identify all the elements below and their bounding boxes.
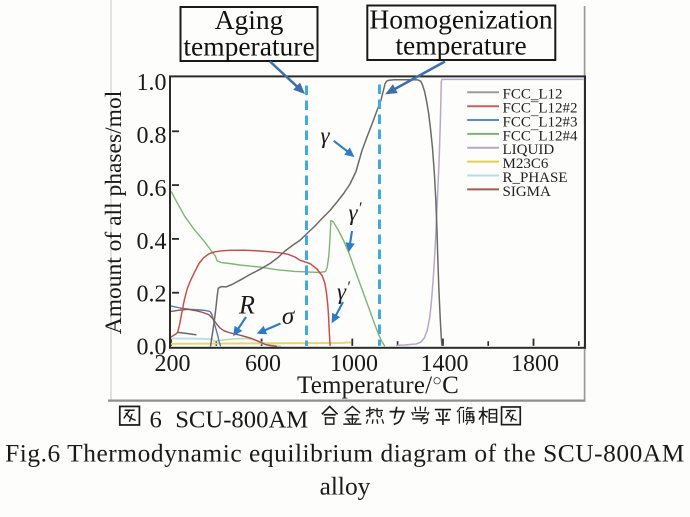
svg-text:alloy: alloy [320, 473, 371, 501]
svg-text:LIQUID: LIQUID [503, 142, 555, 158]
svg-text:0.2: 0.2 [137, 282, 167, 308]
svg-text:γ: γ [320, 123, 330, 148]
svg-text:1.0: 1.0 [137, 70, 167, 96]
svg-text:temperature: temperature [395, 30, 526, 61]
svg-text:γ′: γ′ [348, 200, 362, 225]
svg-text:FCC¯L12#2: FCC¯L12#2 [503, 101, 578, 117]
svg-text:0.4: 0.4 [137, 229, 167, 255]
svg-text:200: 200 [155, 351, 191, 377]
svg-text:Temperature/○C: Temperature/○C [297, 372, 459, 399]
svg-text:1000: 1000 [330, 351, 378, 377]
svg-text:1800: 1800 [511, 351, 559, 377]
svg-text:M23C6: M23C6 [503, 156, 549, 172]
svg-text:0.6: 0.6 [137, 176, 167, 202]
svg-text:0.0: 0.0 [137, 335, 167, 361]
svg-text:Fig.6 Thermodynamic equilibri: Fig.6 Thermodynamic equilibrium diagram … [5, 440, 685, 468]
svg-text:SIGMA: SIGMA [503, 184, 552, 200]
svg-text:0.8: 0.8 [137, 123, 167, 149]
svg-text:Aging: Aging [215, 4, 284, 35]
svg-text:SCU-800AM: SCU-800AM [175, 406, 308, 433]
svg-text:Amount of all phases/mol: Amount of all phases/mol [101, 90, 127, 334]
svg-text:FCC_L12: FCC_L12 [503, 87, 563, 103]
svg-text:6: 6 [150, 406, 162, 433]
svg-text:R_PHASE: R_PHASE [503, 170, 568, 186]
svg-text:temperature: temperature [183, 31, 314, 62]
svg-text:Homogenization: Homogenization [369, 4, 553, 35]
svg-text:600: 600 [245, 351, 281, 377]
svg-text:FCC¯L12#4: FCC¯L12#4 [503, 128, 579, 144]
svg-text:γ′: γ′ [337, 279, 351, 304]
svg-text:σ: σ [282, 303, 296, 330]
svg-text:R: R [238, 291, 255, 320]
svg-text:1400: 1400 [421, 351, 469, 377]
svg-text:FCC¯L12#3: FCC¯L12#3 [503, 114, 578, 130]
